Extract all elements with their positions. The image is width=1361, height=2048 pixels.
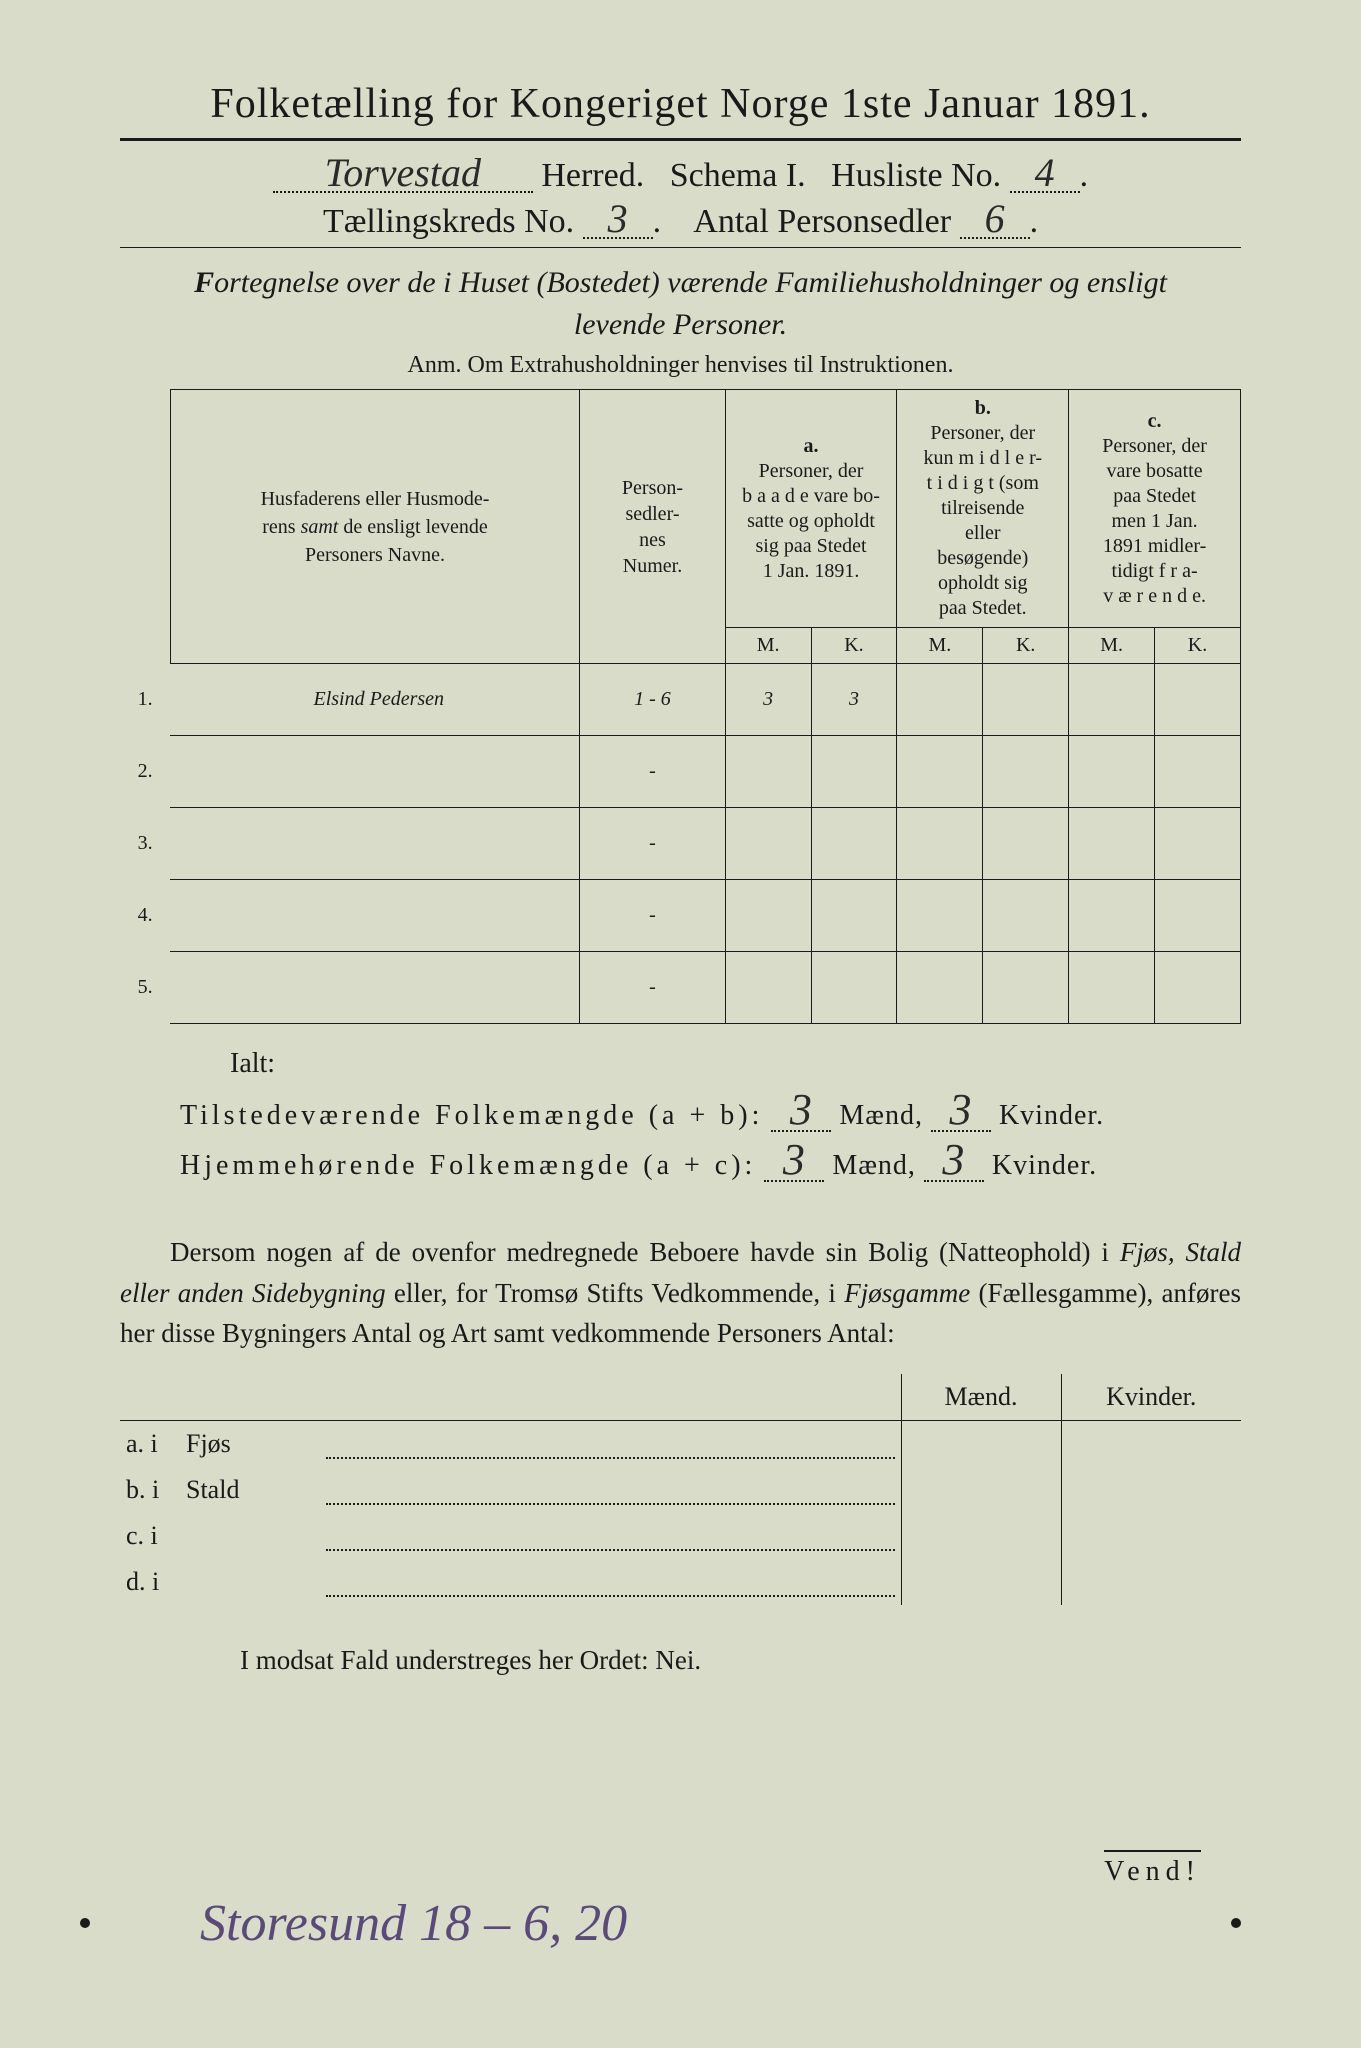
col-c-m: M.	[1069, 628, 1155, 664]
bldg-maend-header: Mænd.	[901, 1374, 1061, 1421]
building-row: c. i	[120, 1513, 1241, 1559]
resident-kvinder: 3	[924, 1140, 984, 1182]
herred-label: Herred.	[541, 157, 644, 194]
antal-label: Antal Personsedler	[693, 203, 951, 240]
totals-present: Tilstedeværende Folkemængde (a + b): 3 M…	[180, 1090, 1241, 1132]
vend-label: Vend!	[1104, 1850, 1201, 1888]
col-a-k: K.	[811, 628, 897, 664]
antal-value: 6	[960, 201, 1030, 239]
hole-punch-mark	[80, 1918, 90, 1928]
bldg-kvinder-header: Kvinder.	[1061, 1374, 1241, 1421]
present-maend: 3	[771, 1090, 831, 1132]
building-row: b. iStald	[120, 1467, 1241, 1513]
header-line-2: Torvestad Herred. Schema I. Husliste No.…	[120, 155, 1241, 195]
bottom-handwritten-note: Storesund 18 – 6, 20	[200, 1894, 627, 1953]
col-header-c: c. Personer, dervare bosattepaa Stedetme…	[1069, 390, 1241, 628]
col-header-navne: Husfaderens eller Husmode-rens samt de e…	[170, 390, 580, 664]
title-rule	[120, 138, 1241, 141]
subtitle: Fortegnelse over de i Huset (Bostedet) v…	[120, 262, 1241, 346]
anm-note: Anm. Om Extrahusholdninger henvises til …	[120, 352, 1241, 379]
table-row: 2.-	[120, 736, 1241, 808]
husliste-label: Husliste No.	[831, 157, 1001, 194]
building-row: a. iFjøs	[120, 1420, 1241, 1467]
page-title: Folketælling for Kongeriget Norge 1ste J…	[120, 80, 1241, 128]
resident-maend: 3	[764, 1140, 824, 1182]
households-table: Husfaderens eller Husmode-rens samt de e…	[120, 389, 1241, 1024]
col-header-b: b. Personer, derkun m i d l e r-t i d i …	[897, 390, 1069, 628]
header-rule	[120, 247, 1241, 248]
col-a-m: M.	[725, 628, 811, 664]
building-paragraph: Dersom nogen af de ovenfor medregnede Be…	[120, 1232, 1241, 1354]
modsat-line: I modsat Fald understreges her Ordet: Ne…	[240, 1645, 1241, 1676]
col-b-m: M.	[897, 628, 983, 664]
building-row: d. i	[120, 1559, 1241, 1605]
kreds-value: 3	[583, 201, 653, 239]
herred-value: Torvestad	[273, 155, 533, 193]
hole-punch-mark	[1231, 1918, 1241, 1928]
schema-label: Schema I.	[670, 157, 806, 194]
census-form-page: Folketælling for Kongeriget Norge 1ste J…	[60, 40, 1301, 2008]
table-row: 5.-	[120, 952, 1241, 1024]
col-header-numer: Person-sedler-nesNumer.	[580, 390, 725, 664]
col-header-a: a. Personer, derb a a d e vare bo-satte …	[725, 390, 897, 628]
husliste-value: 4	[1010, 155, 1080, 193]
table-row: 3.-	[120, 808, 1241, 880]
building-table: Mænd. Kvinder. a. iFjøsb. iStaldc. id. i	[120, 1374, 1241, 1605]
ialt-label: Ialt:	[230, 1048, 1241, 1080]
totals-resident: Hjemmehørende Folkemængde (a + c): 3 Mæn…	[180, 1140, 1241, 1182]
header-line-3: Tællingskreds No. 3. Antal Personsedler …	[120, 201, 1241, 241]
col-b-k: K.	[983, 628, 1069, 664]
table-row: 4.-	[120, 880, 1241, 952]
kreds-label: Tællingskreds No.	[323, 203, 574, 240]
col-c-k: K.	[1155, 628, 1241, 664]
table-row: 1.Elsind Pedersen1 - 633	[120, 664, 1241, 736]
present-kvinder: 3	[931, 1090, 991, 1132]
